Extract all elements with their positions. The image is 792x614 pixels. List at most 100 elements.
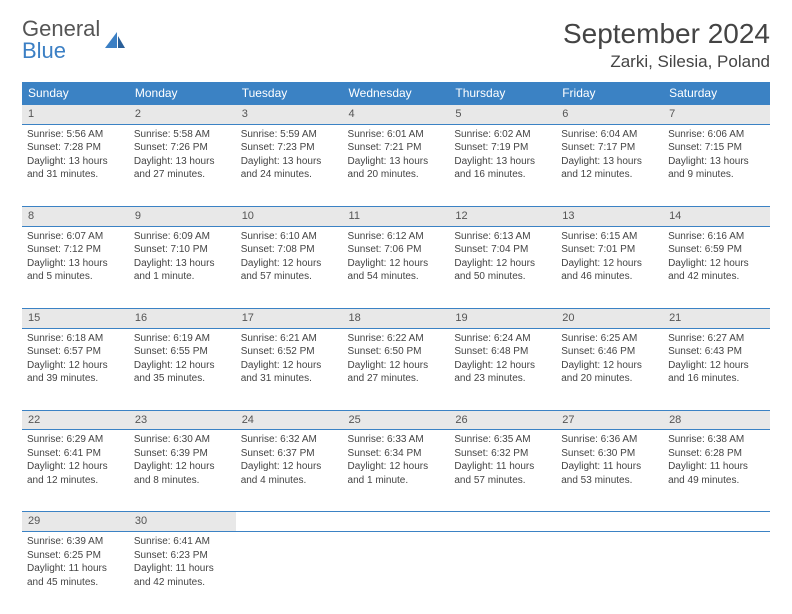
cell-line-daylight1: Daylight: 12 hours bbox=[241, 359, 338, 373]
day-number-cell: 21 bbox=[663, 308, 770, 328]
cell-line-daylight2: and 20 minutes. bbox=[561, 372, 658, 386]
cell-line-daylight2: and 31 minutes. bbox=[27, 168, 124, 182]
day-number-cell bbox=[343, 512, 450, 532]
day-number-cell: 20 bbox=[556, 308, 663, 328]
cell-line-sunset: Sunset: 7:28 PM bbox=[27, 141, 124, 155]
day-info-cell: Sunrise: 6:36 AMSunset: 6:30 PMDaylight:… bbox=[556, 430, 663, 512]
logo-line1: General bbox=[22, 18, 100, 40]
cell-line-daylight2: and 50 minutes. bbox=[454, 270, 551, 284]
day-info-cell: Sunrise: 6:38 AMSunset: 6:28 PMDaylight:… bbox=[663, 430, 770, 512]
cell-line-daylight1: Daylight: 11 hours bbox=[27, 562, 124, 576]
day-info-cell: Sunrise: 6:07 AMSunset: 7:12 PMDaylight:… bbox=[22, 226, 129, 308]
cell-line-daylight1: Daylight: 12 hours bbox=[668, 257, 765, 271]
weekday-header: Wednesday bbox=[343, 82, 450, 105]
cell-line-daylight2: and 1 minute. bbox=[348, 474, 445, 488]
cell-line-sunset: Sunset: 7:01 PM bbox=[561, 243, 658, 257]
cell-line-sunrise: Sunrise: 6:19 AM bbox=[134, 332, 231, 346]
cell-line-daylight1: Daylight: 12 hours bbox=[27, 460, 124, 474]
day-number-cell: 17 bbox=[236, 308, 343, 328]
cell-line-daylight2: and 45 minutes. bbox=[27, 576, 124, 590]
day-number-cell: 10 bbox=[236, 206, 343, 226]
info-row: Sunrise: 6:07 AMSunset: 7:12 PMDaylight:… bbox=[22, 226, 770, 308]
cell-line-sunrise: Sunrise: 6:29 AM bbox=[27, 433, 124, 447]
cell-line-daylight2: and 5 minutes. bbox=[27, 270, 124, 284]
cell-line-sunset: Sunset: 6:57 PM bbox=[27, 345, 124, 359]
cell-line-sunrise: Sunrise: 5:58 AM bbox=[134, 128, 231, 142]
cell-line-sunrise: Sunrise: 6:02 AM bbox=[454, 128, 551, 142]
day-info-cell: Sunrise: 6:15 AMSunset: 7:01 PMDaylight:… bbox=[556, 226, 663, 308]
logo-text-block: General Blue bbox=[22, 18, 100, 62]
cell-line-sunset: Sunset: 6:34 PM bbox=[348, 447, 445, 461]
cell-line-sunset: Sunset: 6:30 PM bbox=[561, 447, 658, 461]
day-number-cell: 4 bbox=[343, 105, 450, 125]
day-info-cell: Sunrise: 6:35 AMSunset: 6:32 PMDaylight:… bbox=[449, 430, 556, 512]
cell-line-sunrise: Sunrise: 6:38 AM bbox=[668, 433, 765, 447]
day-info-cell: Sunrise: 6:25 AMSunset: 6:46 PMDaylight:… bbox=[556, 328, 663, 410]
day-info-cell: Sunrise: 6:32 AMSunset: 6:37 PMDaylight:… bbox=[236, 430, 343, 512]
cell-line-sunset: Sunset: 6:23 PM bbox=[134, 549, 231, 563]
cell-line-daylight1: Daylight: 12 hours bbox=[454, 257, 551, 271]
cell-line-sunrise: Sunrise: 6:36 AM bbox=[561, 433, 658, 447]
day-number-cell: 7 bbox=[663, 105, 770, 125]
day-info-cell: Sunrise: 6:24 AMSunset: 6:48 PMDaylight:… bbox=[449, 328, 556, 410]
cell-line-daylight2: and 24 minutes. bbox=[241, 168, 338, 182]
day-info-cell: Sunrise: 6:04 AMSunset: 7:17 PMDaylight:… bbox=[556, 124, 663, 206]
day-info-cell: Sunrise: 6:33 AMSunset: 6:34 PMDaylight:… bbox=[343, 430, 450, 512]
cell-line-daylight1: Daylight: 13 hours bbox=[241, 155, 338, 169]
cell-line-daylight2: and 1 minute. bbox=[134, 270, 231, 284]
cell-line-daylight1: Daylight: 11 hours bbox=[134, 562, 231, 576]
cell-line-daylight1: Daylight: 13 hours bbox=[668, 155, 765, 169]
day-number-cell: 5 bbox=[449, 105, 556, 125]
cell-line-daylight1: Daylight: 12 hours bbox=[454, 359, 551, 373]
day-number-cell: 11 bbox=[343, 206, 450, 226]
cell-line-sunset: Sunset: 7:17 PM bbox=[561, 141, 658, 155]
cell-line-sunset: Sunset: 6:52 PM bbox=[241, 345, 338, 359]
cell-line-daylight1: Daylight: 12 hours bbox=[134, 359, 231, 373]
cell-line-sunrise: Sunrise: 6:01 AM bbox=[348, 128, 445, 142]
day-info-cell: Sunrise: 6:09 AMSunset: 7:10 PMDaylight:… bbox=[129, 226, 236, 308]
cell-line-daylight1: Daylight: 12 hours bbox=[561, 359, 658, 373]
cell-line-daylight2: and 42 minutes. bbox=[668, 270, 765, 284]
info-row: Sunrise: 6:39 AMSunset: 6:25 PMDaylight:… bbox=[22, 532, 770, 614]
day-info-cell: Sunrise: 6:29 AMSunset: 6:41 PMDaylight:… bbox=[22, 430, 129, 512]
cell-line-sunset: Sunset: 7:04 PM bbox=[454, 243, 551, 257]
cell-line-sunset: Sunset: 7:10 PM bbox=[134, 243, 231, 257]
weekday-header: Sunday bbox=[22, 82, 129, 105]
day-number-cell bbox=[556, 512, 663, 532]
day-info-cell bbox=[449, 532, 556, 614]
cell-line-sunrise: Sunrise: 6:21 AM bbox=[241, 332, 338, 346]
cell-line-sunset: Sunset: 7:26 PM bbox=[134, 141, 231, 155]
cell-line-sunset: Sunset: 6:48 PM bbox=[454, 345, 551, 359]
cell-line-sunrise: Sunrise: 6:12 AM bbox=[348, 230, 445, 244]
day-info-cell: Sunrise: 6:39 AMSunset: 6:25 PMDaylight:… bbox=[22, 532, 129, 614]
cell-line-sunrise: Sunrise: 6:15 AM bbox=[561, 230, 658, 244]
cell-line-daylight1: Daylight: 12 hours bbox=[348, 257, 445, 271]
weekday-header: Monday bbox=[129, 82, 236, 105]
day-number-cell: 25 bbox=[343, 410, 450, 430]
cell-line-daylight1: Daylight: 13 hours bbox=[27, 257, 124, 271]
day-info-cell: Sunrise: 6:01 AMSunset: 7:21 PMDaylight:… bbox=[343, 124, 450, 206]
cell-line-daylight2: and 57 minutes. bbox=[454, 474, 551, 488]
cell-line-sunset: Sunset: 6:39 PM bbox=[134, 447, 231, 461]
day-number-cell: 14 bbox=[663, 206, 770, 226]
weekday-header: Tuesday bbox=[236, 82, 343, 105]
cell-line-sunrise: Sunrise: 6:18 AM bbox=[27, 332, 124, 346]
day-info-cell: Sunrise: 6:02 AMSunset: 7:19 PMDaylight:… bbox=[449, 124, 556, 206]
day-info-cell: Sunrise: 6:19 AMSunset: 6:55 PMDaylight:… bbox=[129, 328, 236, 410]
cell-line-sunrise: Sunrise: 6:32 AM bbox=[241, 433, 338, 447]
month-title: September 2024 bbox=[563, 18, 770, 50]
cell-line-daylight1: Daylight: 11 hours bbox=[561, 460, 658, 474]
cell-line-daylight2: and 49 minutes. bbox=[668, 474, 765, 488]
cell-line-sunset: Sunset: 6:55 PM bbox=[134, 345, 231, 359]
day-info-cell: Sunrise: 6:41 AMSunset: 6:23 PMDaylight:… bbox=[129, 532, 236, 614]
header: General Blue September 2024 Zarki, Siles… bbox=[22, 18, 770, 72]
cell-line-sunrise: Sunrise: 5:56 AM bbox=[27, 128, 124, 142]
cell-line-sunset: Sunset: 7:23 PM bbox=[241, 141, 338, 155]
cell-line-daylight2: and 35 minutes. bbox=[134, 372, 231, 386]
cell-line-daylight1: Daylight: 12 hours bbox=[348, 460, 445, 474]
day-number-cell: 29 bbox=[22, 512, 129, 532]
cell-line-daylight2: and 31 minutes. bbox=[241, 372, 338, 386]
daynum-row: 891011121314 bbox=[22, 206, 770, 226]
day-number-cell: 27 bbox=[556, 410, 663, 430]
cell-line-daylight1: Daylight: 13 hours bbox=[27, 155, 124, 169]
